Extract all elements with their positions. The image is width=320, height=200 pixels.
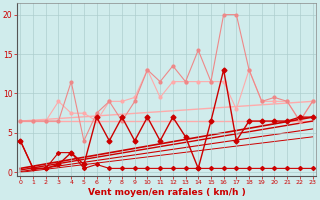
X-axis label: Vent moyen/en rafales ( km/h ): Vent moyen/en rafales ( km/h ) xyxy=(88,188,245,197)
